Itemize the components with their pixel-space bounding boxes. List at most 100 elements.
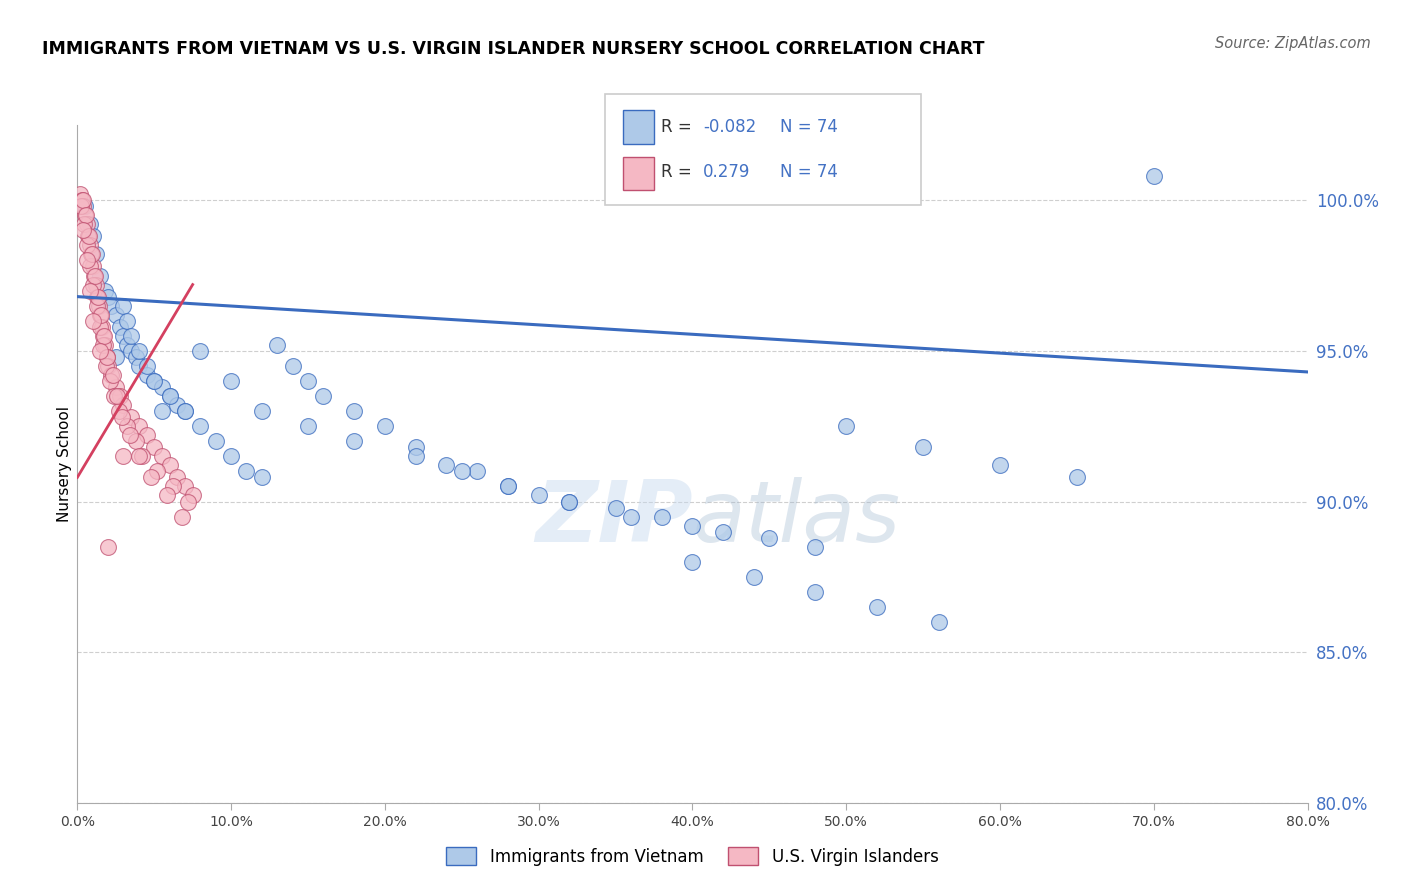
Point: [835, 419, 858, 434]
Point: [75, 208, 97, 222]
Text: atlas: atlas: [693, 476, 900, 559]
Point: [96, 350, 118, 364]
Point: [235, 464, 257, 478]
Point: [219, 450, 242, 464]
Point: [125, 350, 148, 364]
Point: [866, 599, 889, 614]
Point: [405, 440, 427, 454]
Text: R =: R =: [661, 118, 692, 136]
Point: [89, 319, 111, 334]
Point: [79, 238, 101, 252]
Point: [120, 410, 142, 425]
Point: [166, 398, 188, 412]
Point: [97, 290, 120, 304]
Point: [70, 193, 93, 207]
Point: [1143, 169, 1166, 183]
Point: [84, 247, 107, 261]
Point: [93, 328, 115, 343]
Point: [80, 247, 103, 261]
Point: [89, 343, 111, 358]
Point: [93, 328, 115, 343]
Text: -0.082: -0.082: [703, 118, 756, 136]
Legend: Immigrants from Vietnam, U.S. Virgin Islanders: Immigrants from Vietnam, U.S. Virgin Isl…: [440, 840, 945, 872]
Point: [496, 479, 519, 493]
Point: [115, 338, 138, 352]
Point: [162, 479, 184, 493]
Point: [86, 290, 108, 304]
Point: [159, 458, 181, 473]
Point: [181, 488, 204, 502]
Point: [112, 450, 135, 464]
Point: [94, 284, 117, 298]
Point: [128, 359, 150, 373]
Point: [374, 419, 396, 434]
Point: [758, 531, 780, 545]
Point: [72, 193, 94, 207]
Point: [496, 479, 519, 493]
Point: [620, 509, 643, 524]
Point: [98, 374, 121, 388]
Point: [135, 359, 157, 373]
Point: [190, 343, 212, 358]
Point: [104, 308, 127, 322]
Point: [135, 428, 157, 442]
Point: [72, 223, 94, 237]
Point: [82, 229, 104, 244]
Point: [90, 319, 114, 334]
Point: [84, 268, 107, 283]
Point: [76, 253, 98, 268]
Point: [170, 509, 193, 524]
Text: 0.279: 0.279: [703, 163, 751, 181]
Point: [297, 374, 319, 388]
Point: [711, 524, 734, 539]
Point: [105, 389, 128, 403]
Point: [143, 440, 166, 454]
Point: [436, 458, 458, 473]
Point: [146, 464, 169, 478]
Text: N = 74: N = 74: [780, 118, 838, 136]
Point: [83, 268, 105, 283]
Point: [82, 314, 104, 328]
Point: [988, 458, 1011, 473]
Point: [174, 479, 197, 493]
Point: [115, 314, 138, 328]
Point: [73, 199, 96, 213]
Point: [69, 187, 91, 202]
Point: [90, 308, 112, 322]
Point: [110, 319, 132, 334]
Point: [128, 343, 150, 358]
Point: [682, 555, 704, 569]
Point: [112, 328, 135, 343]
Point: [87, 290, 110, 304]
Point: [141, 470, 163, 484]
Point: [465, 464, 488, 478]
Point: [174, 404, 197, 418]
Point: [143, 374, 166, 388]
Point: [125, 434, 148, 449]
Point: [79, 284, 101, 298]
Point: [912, 440, 935, 454]
Point: [80, 247, 103, 261]
Point: [91, 338, 114, 352]
Point: [143, 374, 166, 388]
Text: R =: R =: [661, 163, 692, 181]
Point: [135, 368, 157, 382]
Point: [343, 434, 366, 449]
Point: [112, 398, 135, 412]
Point: [77, 229, 100, 244]
Point: [405, 450, 427, 464]
Point: [928, 615, 950, 629]
Point: [118, 428, 141, 442]
Point: [155, 488, 177, 502]
Point: [73, 208, 96, 222]
Point: [131, 450, 153, 464]
Point: [86, 299, 108, 313]
Point: [96, 350, 118, 364]
Point: [190, 419, 212, 434]
Point: [150, 404, 173, 418]
Point: [605, 500, 627, 515]
Point: [82, 277, 104, 292]
Point: [312, 389, 335, 403]
Point: [682, 518, 704, 533]
Point: [177, 494, 200, 508]
